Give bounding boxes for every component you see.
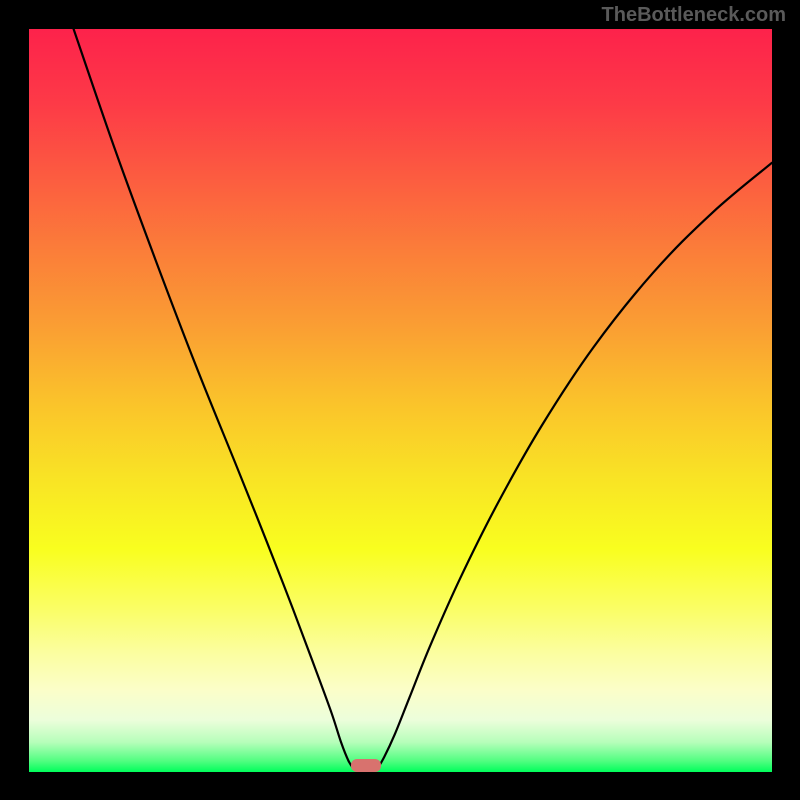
curve-right-branch [377, 163, 772, 770]
watermark-text: TheBottleneck.com [602, 4, 786, 27]
chart-root: TheBottleneck.com [0, 0, 800, 800]
curve-left-branch [74, 29, 355, 770]
optimal-marker [351, 759, 381, 772]
bottleneck-curve [29, 29, 772, 772]
plot-area [29, 29, 772, 772]
